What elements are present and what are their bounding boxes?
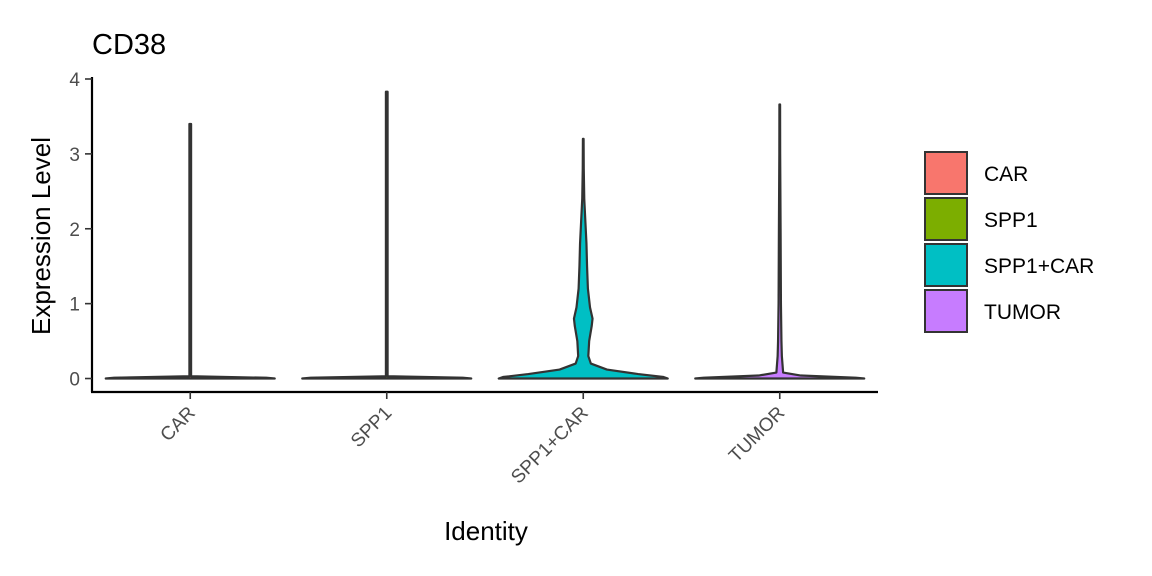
y-tick-label: 1 xyxy=(69,295,80,316)
legend-label-spp1: SPP1 xyxy=(984,209,1038,232)
legend: CAR SPP1 SPP1+CAR TUMOR xyxy=(924,151,1094,333)
x-axis-label: Identity xyxy=(444,516,528,546)
violin-car xyxy=(104,122,276,380)
legend-swatch-spp1 xyxy=(924,197,968,241)
y-tick-label: 2 xyxy=(69,220,80,241)
y-tick-label: 0 xyxy=(69,370,80,391)
x-tick-label: SPP1 xyxy=(347,403,396,452)
legend-label-tumor: TUMOR xyxy=(984,301,1061,324)
y-tick-label: 4 xyxy=(69,70,80,91)
legend-swatch-spp1-car xyxy=(924,243,968,287)
plot-area: 0 1 2 3 4 CAR SPP1 SPP1+CAR TUMOR xyxy=(69,70,878,488)
y-axis-label: Expression Level xyxy=(26,137,56,335)
x-tick-label: TUMOR xyxy=(725,403,789,467)
x-tick-label: SPP1+CAR xyxy=(507,403,592,488)
legend-swatch-car xyxy=(924,151,968,195)
chart-title: CD38 xyxy=(92,29,166,61)
legend-label-car: CAR xyxy=(984,163,1028,186)
violin-spp1 xyxy=(301,90,473,380)
legend-swatch-tumor xyxy=(924,289,968,333)
x-tick-label: CAR xyxy=(157,403,200,446)
y-tick-label: 3 xyxy=(69,145,80,166)
legend-label-spp1-car: SPP1+CAR xyxy=(984,255,1094,278)
violin-tumor xyxy=(694,103,866,380)
violin-spp1-car xyxy=(497,137,669,380)
